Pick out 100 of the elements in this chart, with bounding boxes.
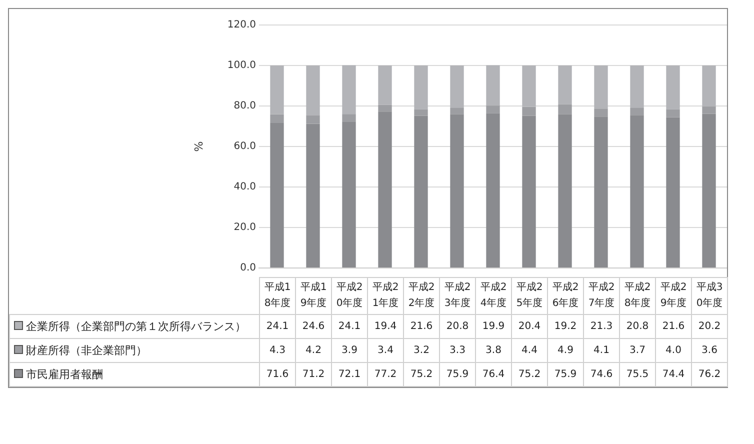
data-label: 19.2 [548, 314, 584, 338]
bar [630, 66, 644, 108]
data-label: 19.9 [476, 314, 512, 338]
bar [378, 66, 392, 105]
x-tick-label: 平成29年度 [656, 278, 692, 314]
data-label: 24.6 [296, 314, 332, 338]
y-tick-label: 20.0 [234, 222, 256, 234]
data-label: 20.8 [620, 314, 656, 338]
data-label: 4.0 [656, 338, 692, 362]
data-label: 75.9 [548, 362, 584, 386]
data-label: 76.2 [692, 362, 728, 386]
bar [270, 66, 284, 114]
bar [450, 108, 464, 114]
bar [306, 66, 320, 116]
x-tick-label: 平成26年度 [548, 278, 584, 314]
data-label: 3.7 [620, 338, 656, 362]
bar [414, 66, 428, 110]
bar [666, 117, 680, 268]
y-tick-label: 0.0 [240, 262, 256, 274]
bar [486, 65, 500, 106]
data-label: 74.6 [584, 362, 620, 386]
x-tick-label: 平成23年度 [440, 278, 476, 314]
x-tick-label: 平成24年度 [476, 278, 512, 314]
x-tick-label: 平成22年度 [404, 278, 440, 314]
data-label: 19.4 [368, 314, 404, 338]
legend-label: 財産所得（非企業部門） [10, 338, 260, 362]
data-label: 72.1 [332, 362, 368, 386]
bar [702, 114, 716, 268]
bar [450, 114, 464, 268]
bar [558, 104, 572, 114]
y-tick-label: 80.0 [234, 100, 256, 112]
bar [594, 108, 608, 117]
x-tick-label: 平成28年度 [620, 278, 656, 314]
y-tick-label: 100.0 [227, 60, 256, 72]
data-label: 3.3 [440, 338, 476, 362]
bar [702, 66, 716, 106]
legend-label: 企業所得（企業部門の第１次所得バランス） [10, 314, 260, 338]
bar [702, 106, 716, 114]
x-tick-label: 平成25年度 [512, 278, 548, 314]
bar [378, 112, 392, 268]
bar [522, 116, 536, 268]
data-label: 4.1 [584, 338, 620, 362]
bar [594, 116, 608, 268]
bar [306, 115, 320, 124]
y-tick-label: 40.0 [234, 182, 256, 193]
data-label: 24.1 [332, 314, 368, 338]
x-tick-label: 平成21年度 [368, 278, 404, 314]
data-label: 21.6 [656, 314, 692, 338]
data-label: 24.1 [260, 314, 296, 338]
data-label: 71.6 [260, 362, 296, 386]
legend-label: 市民雇用者報酬 [10, 362, 260, 386]
bar [270, 123, 284, 268]
bar [450, 66, 464, 108]
data-label: 20.8 [440, 314, 476, 338]
data-label: 4.2 [296, 338, 332, 362]
data-label: 4.4 [512, 338, 548, 362]
bar [342, 122, 356, 268]
y-tick-label: 120.0 [227, 20, 256, 31]
bar [414, 109, 428, 116]
bar [486, 113, 500, 268]
data-label: 75.5 [620, 362, 656, 386]
data-label: 21.3 [584, 314, 620, 338]
data-label: 75.2 [512, 362, 548, 386]
bar [594, 66, 608, 109]
data-label: 76.4 [476, 362, 512, 386]
bar [342, 114, 356, 122]
data-label: 77.2 [368, 362, 404, 386]
data-label: 75.9 [440, 362, 476, 386]
x-tick-label: 平成30年度 [692, 278, 728, 314]
data-label: 3.6 [692, 338, 728, 362]
bar [666, 66, 680, 110]
bar [630, 115, 644, 268]
y-axis-title: % [192, 141, 206, 152]
x-tick-label: 平成20年度 [332, 278, 368, 314]
data-label: 4.9 [548, 338, 584, 362]
x-tick-label: 平成18年度 [260, 278, 296, 314]
data-label: 74.4 [656, 362, 692, 386]
x-tick-label: 平成19年度 [296, 278, 332, 314]
bar [522, 66, 536, 107]
bar [378, 104, 392, 112]
bar [414, 116, 428, 268]
x-tick-label: 平成27年度 [584, 278, 620, 314]
bar [558, 66, 572, 104]
data-label: 71.2 [296, 362, 332, 386]
data-label: 3.4 [368, 338, 404, 362]
y-tick-label: 60.0 [234, 141, 256, 152]
bar [342, 65, 356, 114]
data-label: 4.3 [260, 338, 296, 362]
bar [270, 114, 284, 124]
bar [522, 106, 536, 116]
data-label: 3.9 [332, 338, 368, 362]
data-label: 21.6 [404, 314, 440, 338]
data-label: 20.2 [692, 314, 728, 338]
bar [666, 109, 680, 118]
data-label: 20.4 [512, 314, 548, 338]
data-label: 75.2 [404, 362, 440, 386]
bar [486, 106, 500, 114]
bar [558, 114, 572, 268]
bar [306, 124, 320, 268]
data-label: 3.2 [404, 338, 440, 362]
